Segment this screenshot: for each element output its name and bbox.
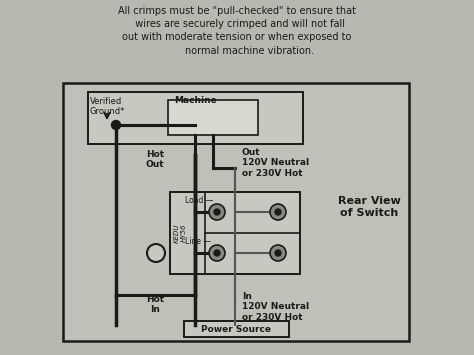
Text: Out
120V Neutral
or 230V Hot: Out 120V Neutral or 230V Hot bbox=[242, 148, 309, 178]
Text: Hot
In: Hot In bbox=[146, 295, 164, 315]
Text: Machine: Machine bbox=[174, 96, 217, 105]
Text: Hot
Out: Hot Out bbox=[146, 150, 164, 169]
Circle shape bbox=[275, 209, 281, 215]
Text: Line —: Line — bbox=[185, 237, 211, 246]
Circle shape bbox=[270, 204, 286, 220]
Bar bbox=[63, 83, 409, 341]
Bar bbox=[168, 100, 258, 135]
Bar bbox=[170, 192, 300, 274]
Circle shape bbox=[275, 250, 281, 256]
Text: Load —: Load — bbox=[185, 196, 213, 205]
Text: Power Source: Power Source bbox=[201, 324, 272, 333]
Text: Verified
Ground*: Verified Ground* bbox=[90, 97, 126, 116]
Bar bbox=[88, 92, 303, 144]
Circle shape bbox=[270, 245, 286, 261]
Text: In
120V Neutral
or 230V Hot: In 120V Neutral or 230V Hot bbox=[242, 292, 309, 322]
Circle shape bbox=[111, 120, 120, 130]
Text: All crimps must be "pull-checked" to ensure that
  wires are securely crimped an: All crimps must be "pull-checked" to ens… bbox=[118, 6, 356, 56]
Circle shape bbox=[209, 204, 225, 220]
Circle shape bbox=[214, 209, 220, 215]
Text: KEDU
HY56: KEDU HY56 bbox=[173, 223, 186, 243]
Circle shape bbox=[209, 245, 225, 261]
Circle shape bbox=[147, 244, 165, 262]
Bar bbox=[184, 321, 289, 337]
Circle shape bbox=[214, 250, 220, 256]
Text: Rear View
of Switch: Rear View of Switch bbox=[338, 196, 401, 218]
